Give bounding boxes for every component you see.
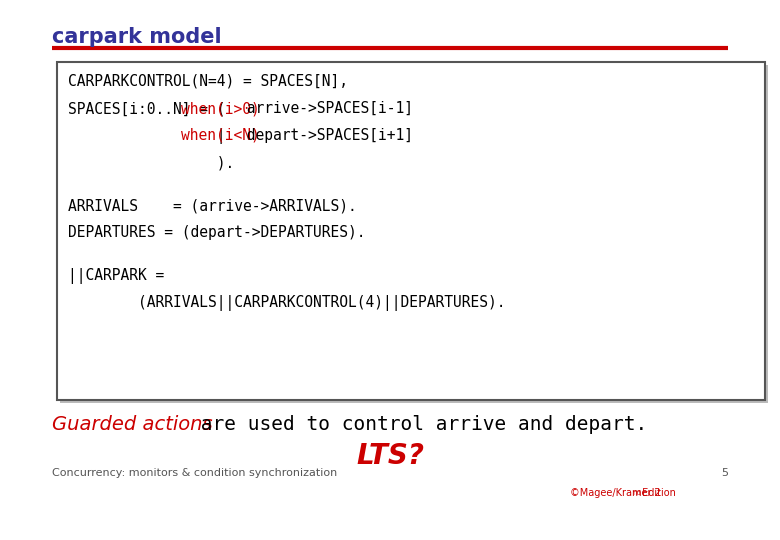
Text: (ARRIVALS||CARPARKCONTROL(4)||DEPARTURES).: (ARRIVALS||CARPARKCONTROL(4)||DEPARTURES…: [68, 295, 505, 312]
Text: ).: ).: [68, 155, 234, 170]
Text: LTS?: LTS?: [356, 442, 424, 470]
Text: 5: 5: [721, 468, 728, 478]
Text: arrive->SPACES[i-1]: arrive->SPACES[i-1]: [238, 101, 413, 116]
Text: Concurrency: monitors & condition synchronization: Concurrency: monitors & condition synchr…: [52, 468, 337, 478]
Text: when(i>0): when(i>0): [182, 101, 261, 116]
Text: depart->SPACES[i+1]: depart->SPACES[i+1]: [238, 128, 413, 143]
Text: SPACES[i:0..N] = (: SPACES[i:0..N] = (: [68, 101, 225, 116]
Text: ARRIVALS    = (arrive->ARRIVALS).: ARRIVALS = (arrive->ARRIVALS).: [68, 198, 356, 213]
Text: carpark model: carpark model: [52, 27, 222, 47]
Text: CARPARKCONTROL(N=4) = SPACES[N],: CARPARKCONTROL(N=4) = SPACES[N],: [68, 74, 348, 89]
Text: are used to control arrive and depart.: are used to control arrive and depart.: [189, 415, 647, 434]
Text: nd: nd: [633, 490, 641, 496]
Text: ||CARPARK =: ||CARPARK =: [68, 268, 165, 285]
Text: DEPARTURES = (depart->DEPARTURES).: DEPARTURES = (depart->DEPARTURES).: [68, 225, 366, 240]
Text: Edition: Edition: [640, 488, 676, 498]
FancyBboxPatch shape: [60, 65, 768, 403]
Text: when(i<N): when(i<N): [182, 128, 261, 143]
Text: ©Magee/Kramer 2: ©Magee/Kramer 2: [570, 488, 661, 498]
Text: |: |: [68, 128, 225, 144]
Text: Guarded actions: Guarded actions: [52, 415, 213, 434]
FancyBboxPatch shape: [57, 62, 765, 400]
